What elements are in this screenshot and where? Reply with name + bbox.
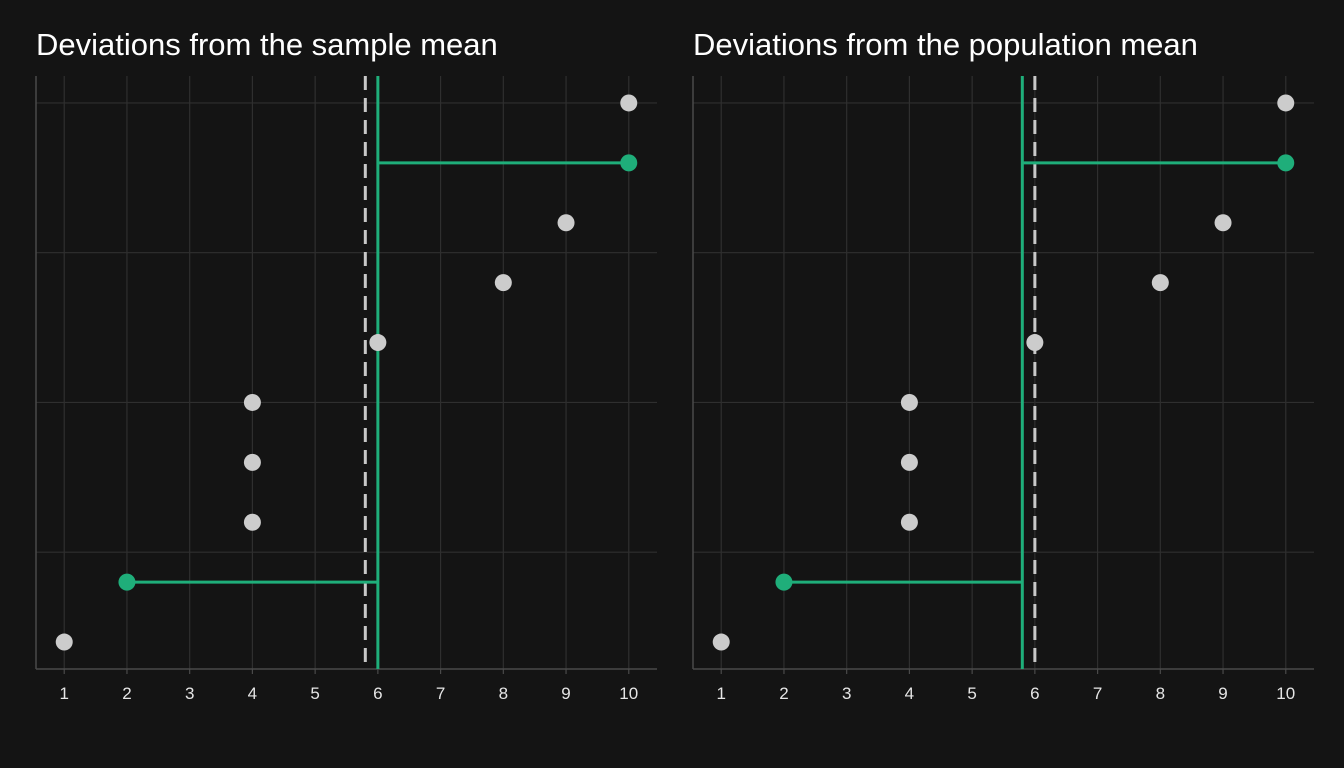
data-point bbox=[900, 453, 918, 471]
x-tick-label: 8 bbox=[1156, 684, 1165, 703]
data-point bbox=[712, 633, 730, 651]
data-point bbox=[1026, 334, 1044, 352]
data-point bbox=[243, 513, 261, 531]
x-tick-label: 1 bbox=[59, 684, 68, 703]
highlighted-data-point bbox=[775, 573, 793, 591]
data-point bbox=[1151, 274, 1169, 292]
data-point bbox=[243, 453, 261, 471]
panel-sample-mean: Deviations from the sample mean 1 2 3 4 5 6 7 8… bbox=[35, 27, 657, 703]
panel-title: Deviations from the sample mean bbox=[36, 27, 498, 62]
panel-population-mean: Deviations from the population mean 1 2 3 4… bbox=[692, 27, 1314, 703]
x-tick-label: 5 bbox=[967, 684, 976, 703]
data-point bbox=[620, 94, 638, 112]
x-tick-label: 6 bbox=[373, 684, 382, 703]
data-point bbox=[55, 633, 73, 651]
x-tick-label: 7 bbox=[436, 684, 445, 703]
x-tick-label: 10 bbox=[619, 684, 638, 703]
x-tick-label: 9 bbox=[1218, 684, 1227, 703]
data-point bbox=[900, 513, 918, 531]
data-point bbox=[1214, 214, 1232, 232]
highlighted-data-point bbox=[1277, 154, 1295, 172]
x-tick-label: 8 bbox=[499, 684, 508, 703]
x-tick-label: 10 bbox=[1276, 684, 1295, 703]
x-tick-label: 7 bbox=[1093, 684, 1102, 703]
x-tick-label: 4 bbox=[248, 684, 257, 703]
x-tick-label: 6 bbox=[1030, 684, 1039, 703]
data-point bbox=[369, 334, 387, 352]
x-tick-label: 1 bbox=[716, 684, 725, 703]
x-tick-label: 5 bbox=[310, 684, 319, 703]
data-point bbox=[243, 393, 261, 411]
highlighted-data-point bbox=[620, 154, 638, 172]
data-point bbox=[557, 214, 575, 232]
x-tick-label: 2 bbox=[122, 684, 131, 703]
highlighted-data-point bbox=[118, 573, 136, 591]
x-tick-label: 3 bbox=[842, 684, 851, 703]
x-tick-label: 3 bbox=[185, 684, 194, 703]
x-tick-label: 4 bbox=[905, 684, 914, 703]
x-tick-label: 9 bbox=[561, 684, 570, 703]
panel-title: Deviations from the population mean bbox=[693, 27, 1198, 62]
data-point bbox=[494, 274, 512, 292]
x-tick-label: 2 bbox=[779, 684, 788, 703]
data-point bbox=[900, 393, 918, 411]
data-point bbox=[1277, 94, 1295, 112]
